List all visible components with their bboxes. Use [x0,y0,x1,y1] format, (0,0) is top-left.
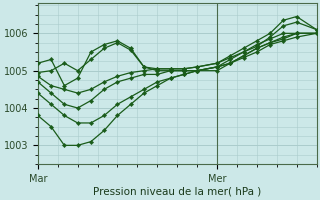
X-axis label: Pression niveau de la mer( hPa ): Pression niveau de la mer( hPa ) [93,187,261,197]
